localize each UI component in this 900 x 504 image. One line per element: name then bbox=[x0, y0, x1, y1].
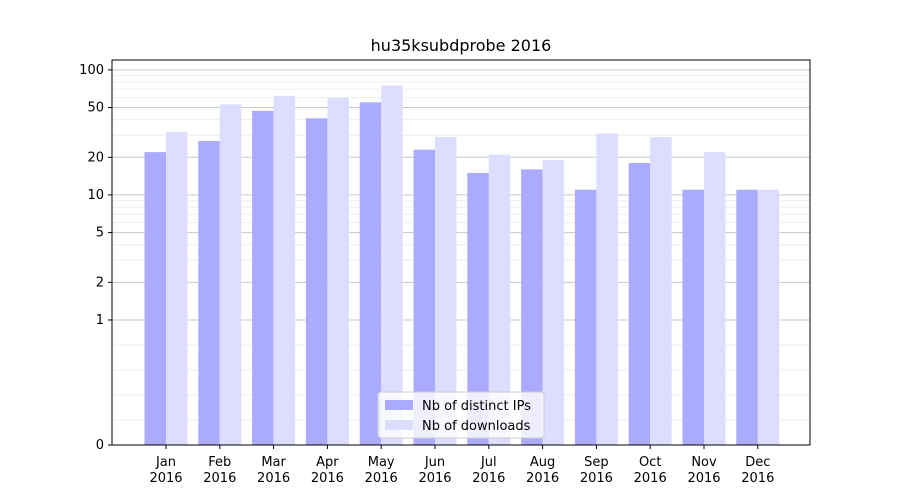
bar-downloads bbox=[704, 152, 726, 445]
bar-distinct-ips bbox=[252, 110, 274, 445]
y-tick-label: 1 bbox=[96, 313, 104, 328]
bar-downloads bbox=[273, 95, 296, 446]
y-tick-label: 10 bbox=[87, 188, 104, 203]
x-tick-label-year: 2016 bbox=[634, 471, 667, 486]
bar-downloads bbox=[327, 97, 349, 445]
bar-downloads bbox=[650, 137, 672, 445]
y-tick-label: 100 bbox=[79, 63, 104, 78]
bar-downloads bbox=[488, 154, 511, 446]
legend-label: Nb of downloads bbox=[422, 419, 531, 434]
y-tick-label: 20 bbox=[87, 150, 104, 165]
y-tick-label: 2 bbox=[96, 275, 104, 290]
bar-distinct-ips bbox=[144, 152, 166, 445]
plot-frame bbox=[111, 59, 811, 446]
bar-downloads bbox=[219, 104, 242, 445]
bar-distinct-ips bbox=[574, 189, 597, 445]
bar-distinct-ips bbox=[467, 172, 489, 445]
x-tick-label-month: Sep bbox=[584, 455, 609, 470]
y-tick-label: 5 bbox=[96, 226, 104, 241]
x-tick-label-month: Mar bbox=[261, 455, 286, 470]
x-tick-label-year: 2016 bbox=[311, 471, 344, 486]
x-tick-label-month: Aug bbox=[530, 455, 555, 470]
x-tick-label-year: 2016 bbox=[257, 471, 290, 486]
bar-distinct-ips bbox=[628, 163, 651, 445]
bar-distinct-ips bbox=[682, 189, 704, 445]
x-tick-label-year: 2016 bbox=[687, 471, 720, 486]
y-tick-label: 0 bbox=[96, 438, 104, 453]
bar-distinct-ips bbox=[521, 169, 543, 445]
x-tick-label-year: 2016 bbox=[526, 471, 559, 486]
bar-downloads bbox=[435, 137, 457, 445]
bar-distinct-ips bbox=[413, 149, 435, 446]
x-tick-label-year: 2016 bbox=[203, 471, 236, 486]
bar-downloads bbox=[596, 133, 618, 445]
x-tick-label-year: 2016 bbox=[365, 471, 398, 486]
x-tick-label-month: Jan bbox=[155, 455, 176, 470]
ticks-layer: 0125102050100Jan2016Feb2016Mar2016Apr201… bbox=[79, 63, 774, 486]
x-tick-label-year: 2016 bbox=[580, 471, 613, 486]
x-tick-label-month: Feb bbox=[208, 455, 231, 470]
x-tick-label-year: 2016 bbox=[418, 471, 451, 486]
bar-downloads bbox=[542, 160, 565, 445]
bar-distinct-ips bbox=[736, 189, 758, 445]
bar-downloads bbox=[757, 189, 780, 445]
legend-box bbox=[377, 391, 545, 439]
x-tick-label-year: 2016 bbox=[741, 471, 774, 486]
x-tick-label-month: May bbox=[368, 455, 395, 470]
chart-title: hu35ksubdprobe 2016 bbox=[371, 36, 552, 55]
x-tick-label-month: Oct bbox=[639, 455, 661, 470]
legend-label: Nb of distinct IPs bbox=[422, 399, 531, 414]
bar-distinct-ips bbox=[305, 118, 328, 445]
bar-downloads bbox=[381, 85, 403, 445]
x-tick-label-month: Jun bbox=[424, 455, 445, 470]
bar-downloads bbox=[166, 131, 188, 445]
bars-layer bbox=[144, 85, 780, 446]
x-tick-label-year: 2016 bbox=[149, 471, 182, 486]
legend: Nb of distinct IPs Nb of downloads bbox=[377, 391, 545, 439]
x-tick-label-month: Nov bbox=[691, 455, 717, 470]
y-tick-label: 50 bbox=[87, 101, 104, 116]
bar-distinct-ips bbox=[359, 102, 382, 445]
x-tick-label-month: Dec bbox=[745, 455, 770, 470]
legend-swatch bbox=[385, 400, 413, 410]
x-tick-label-month: Jul bbox=[480, 455, 497, 470]
bar-distinct-ips bbox=[198, 140, 220, 445]
legend-swatch bbox=[385, 420, 413, 430]
x-tick-label-year: 2016 bbox=[472, 471, 505, 486]
x-tick-label-month: Apr bbox=[316, 455, 339, 470]
